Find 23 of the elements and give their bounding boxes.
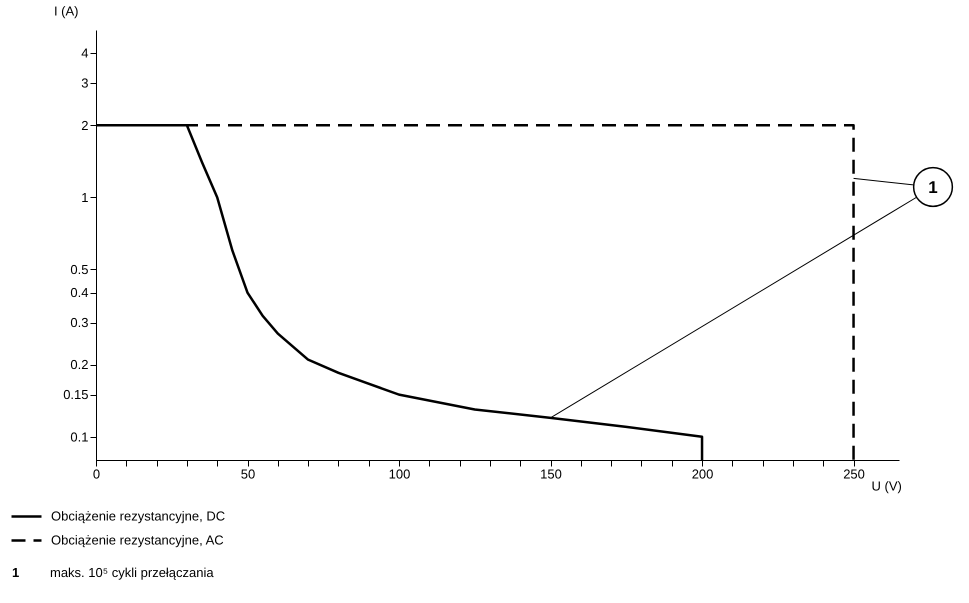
y-tick-label: 4	[81, 46, 88, 61]
x-axis-title: U (V)	[872, 478, 902, 494]
x-tick-label: 0	[92, 466, 100, 482]
x-tick-label: 200	[692, 466, 714, 482]
text: 1	[12, 565, 20, 580]
y-tick-label: 2	[81, 118, 88, 133]
x-tick-label: 150	[540, 466, 562, 482]
annotation: 1	[928, 178, 938, 197]
y-tick-label: 0.2	[70, 357, 88, 372]
x-tick-label: 250	[843, 466, 865, 482]
text: maks. 10⁵ cykli przełączania	[50, 565, 214, 580]
legend-label: Obciążenie rezystancyjne, AC	[51, 532, 224, 548]
y-tick-label: 0.4	[70, 285, 88, 300]
legend-label: Obciążenie rezystancyjne, DC	[51, 508, 226, 524]
y-tick-label: 0.1	[70, 429, 88, 444]
y-tick-label: 0.5	[70, 262, 88, 277]
y-tick-label: 3	[81, 76, 88, 91]
x-tick-label: 100	[388, 466, 410, 482]
y-tick-label: 0.3	[70, 315, 88, 330]
y-tick-label: 0.15	[63, 387, 88, 402]
y-axis-title: I (A)	[54, 4, 78, 18]
x-tick-label: 50	[240, 466, 256, 482]
y-tick-label: 1	[81, 190, 88, 205]
